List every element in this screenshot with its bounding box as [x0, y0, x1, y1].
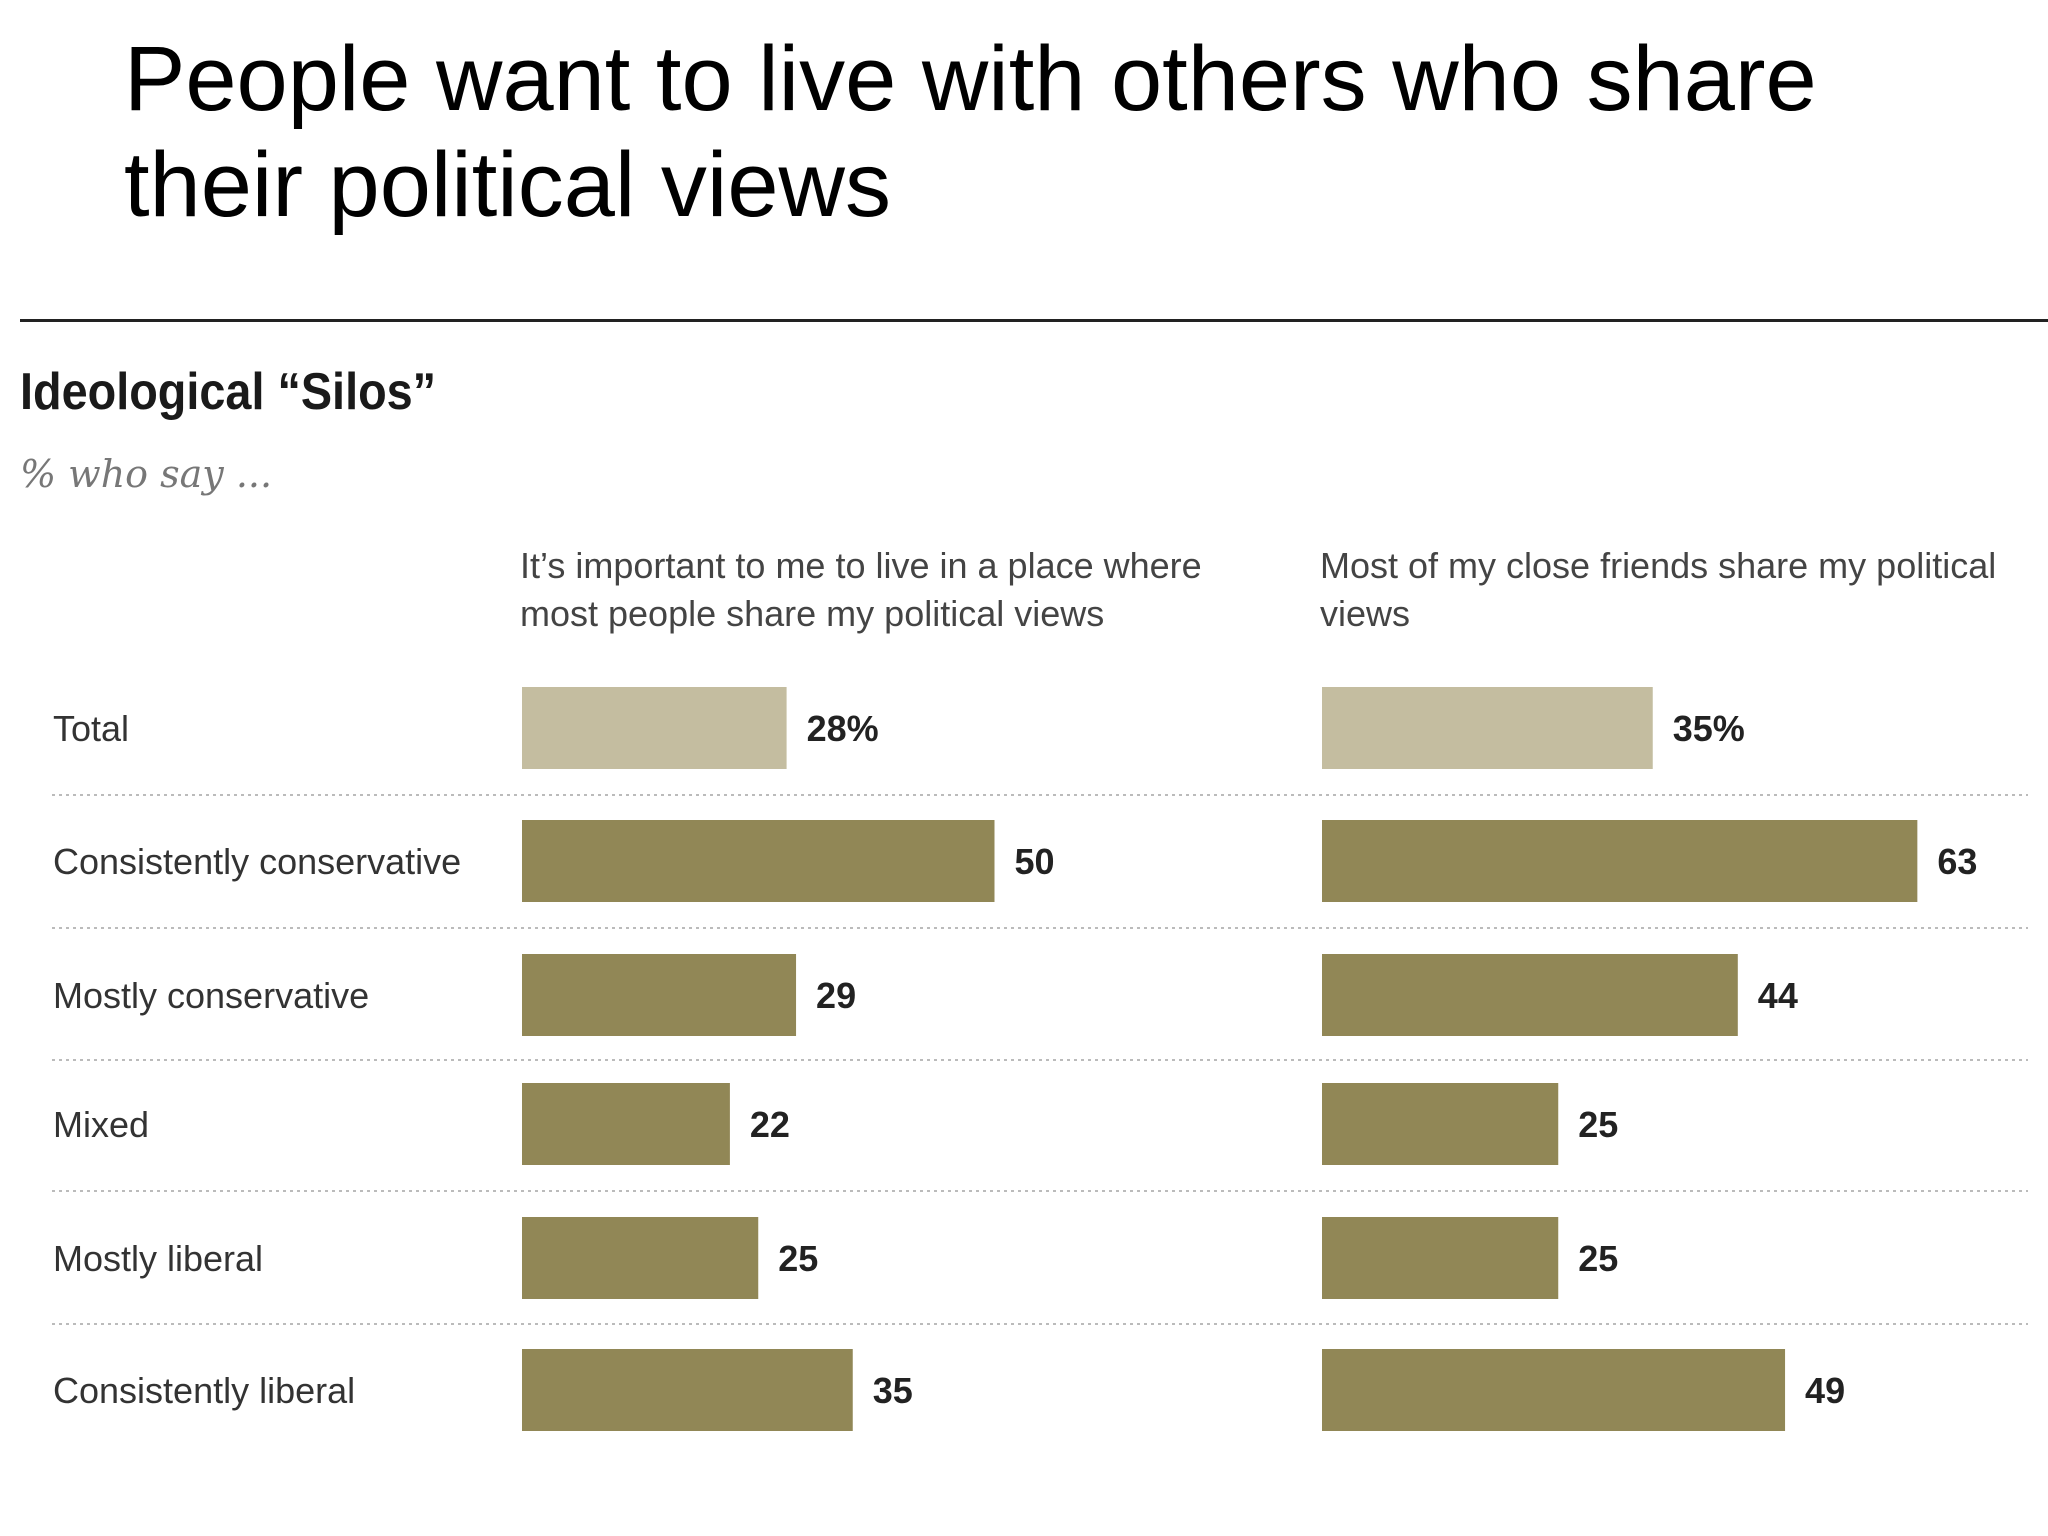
data-label: 25	[778, 1238, 818, 1279]
data-label: 28%	[807, 708, 879, 749]
data-label: 49	[1805, 1370, 1845, 1411]
bar	[1322, 1349, 1786, 1431]
data-label: 63	[1937, 841, 1977, 882]
data-label: 35%	[1673, 708, 1745, 749]
bar	[522, 687, 787, 769]
bar	[522, 1217, 759, 1299]
chart-subtitle: % who say ...	[20, 452, 273, 496]
bar	[1322, 687, 1653, 769]
slide-title: People want to live with others who shar…	[124, 28, 1817, 236]
data-label: 22	[750, 1104, 790, 1145]
row-label: Mixed	[53, 1104, 149, 1145]
data-label: 25	[1578, 1238, 1618, 1279]
bar	[1322, 954, 1738, 1036]
bar	[522, 1083, 730, 1165]
row-label: Mostly conservative	[53, 975, 369, 1016]
chart-title: Ideological “Silos”	[20, 363, 437, 421]
bar	[1322, 820, 1918, 902]
title-rule	[20, 319, 2048, 322]
bar	[522, 1349, 853, 1431]
data-label: 29	[816, 975, 856, 1016]
row-label: Mostly liberal	[53, 1238, 263, 1279]
row-label: Consistently conservative	[53, 841, 461, 882]
bar	[522, 954, 797, 1036]
data-label: 44	[1758, 975, 1798, 1016]
series-header-close-friends: Most of my close friends share my politi…	[1320, 545, 1997, 634]
row-label: Total	[53, 708, 129, 749]
data-label: 50	[1015, 841, 1055, 882]
data-label: 35	[873, 1370, 913, 1411]
bar	[1322, 1083, 1559, 1165]
bar	[522, 820, 995, 902]
data-label: 25	[1578, 1104, 1618, 1145]
series-header-important-to-live: It’s important to me to live in a place …	[520, 545, 1202, 634]
row-label: Consistently liberal	[53, 1370, 355, 1411]
bar	[1322, 1217, 1559, 1299]
